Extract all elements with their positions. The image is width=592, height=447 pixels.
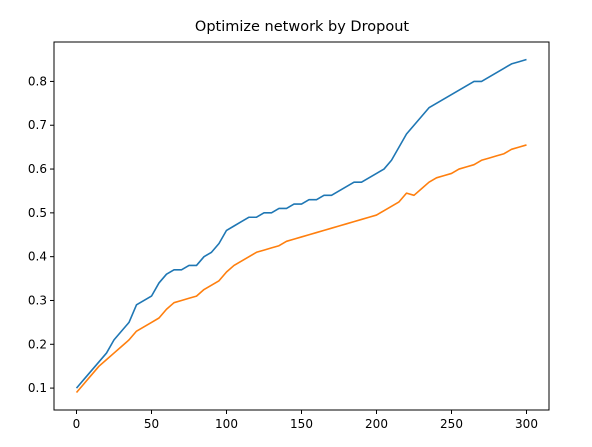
x-tick-label: 200 (365, 417, 388, 431)
series-line-1 (75, 58, 527, 389)
y-tick-label: 0.5 (28, 206, 47, 220)
x-tick-label: 50 (144, 417, 159, 431)
x-tick-label: 0 (73, 417, 81, 431)
y-tick-label: 0.7 (28, 118, 47, 132)
x-tick-label: 300 (515, 417, 538, 431)
y-tick-label: 0.1 (28, 381, 47, 395)
x-tick-label: 250 (440, 417, 463, 431)
x-axis: 0 50 100 150 200 250 300 (73, 410, 538, 431)
x-tick-label: 100 (215, 417, 238, 431)
y-tick-label: 0.3 (28, 293, 47, 307)
y-tick-label: 0.8 (28, 74, 47, 88)
series-layer (75, 58, 527, 393)
y-tick-label: 0.6 (28, 162, 47, 176)
y-tick-label: 0.2 (28, 337, 47, 351)
chart-title: Optimize network by Dropout (195, 19, 409, 35)
series-line-2 (75, 144, 527, 393)
y-axis: 0.1 0.2 0.3 0.4 0.5 0.6 0.7 0.8 (28, 74, 54, 395)
x-tick-label: 150 (290, 417, 313, 431)
y-tick-label: 0.4 (28, 250, 47, 264)
